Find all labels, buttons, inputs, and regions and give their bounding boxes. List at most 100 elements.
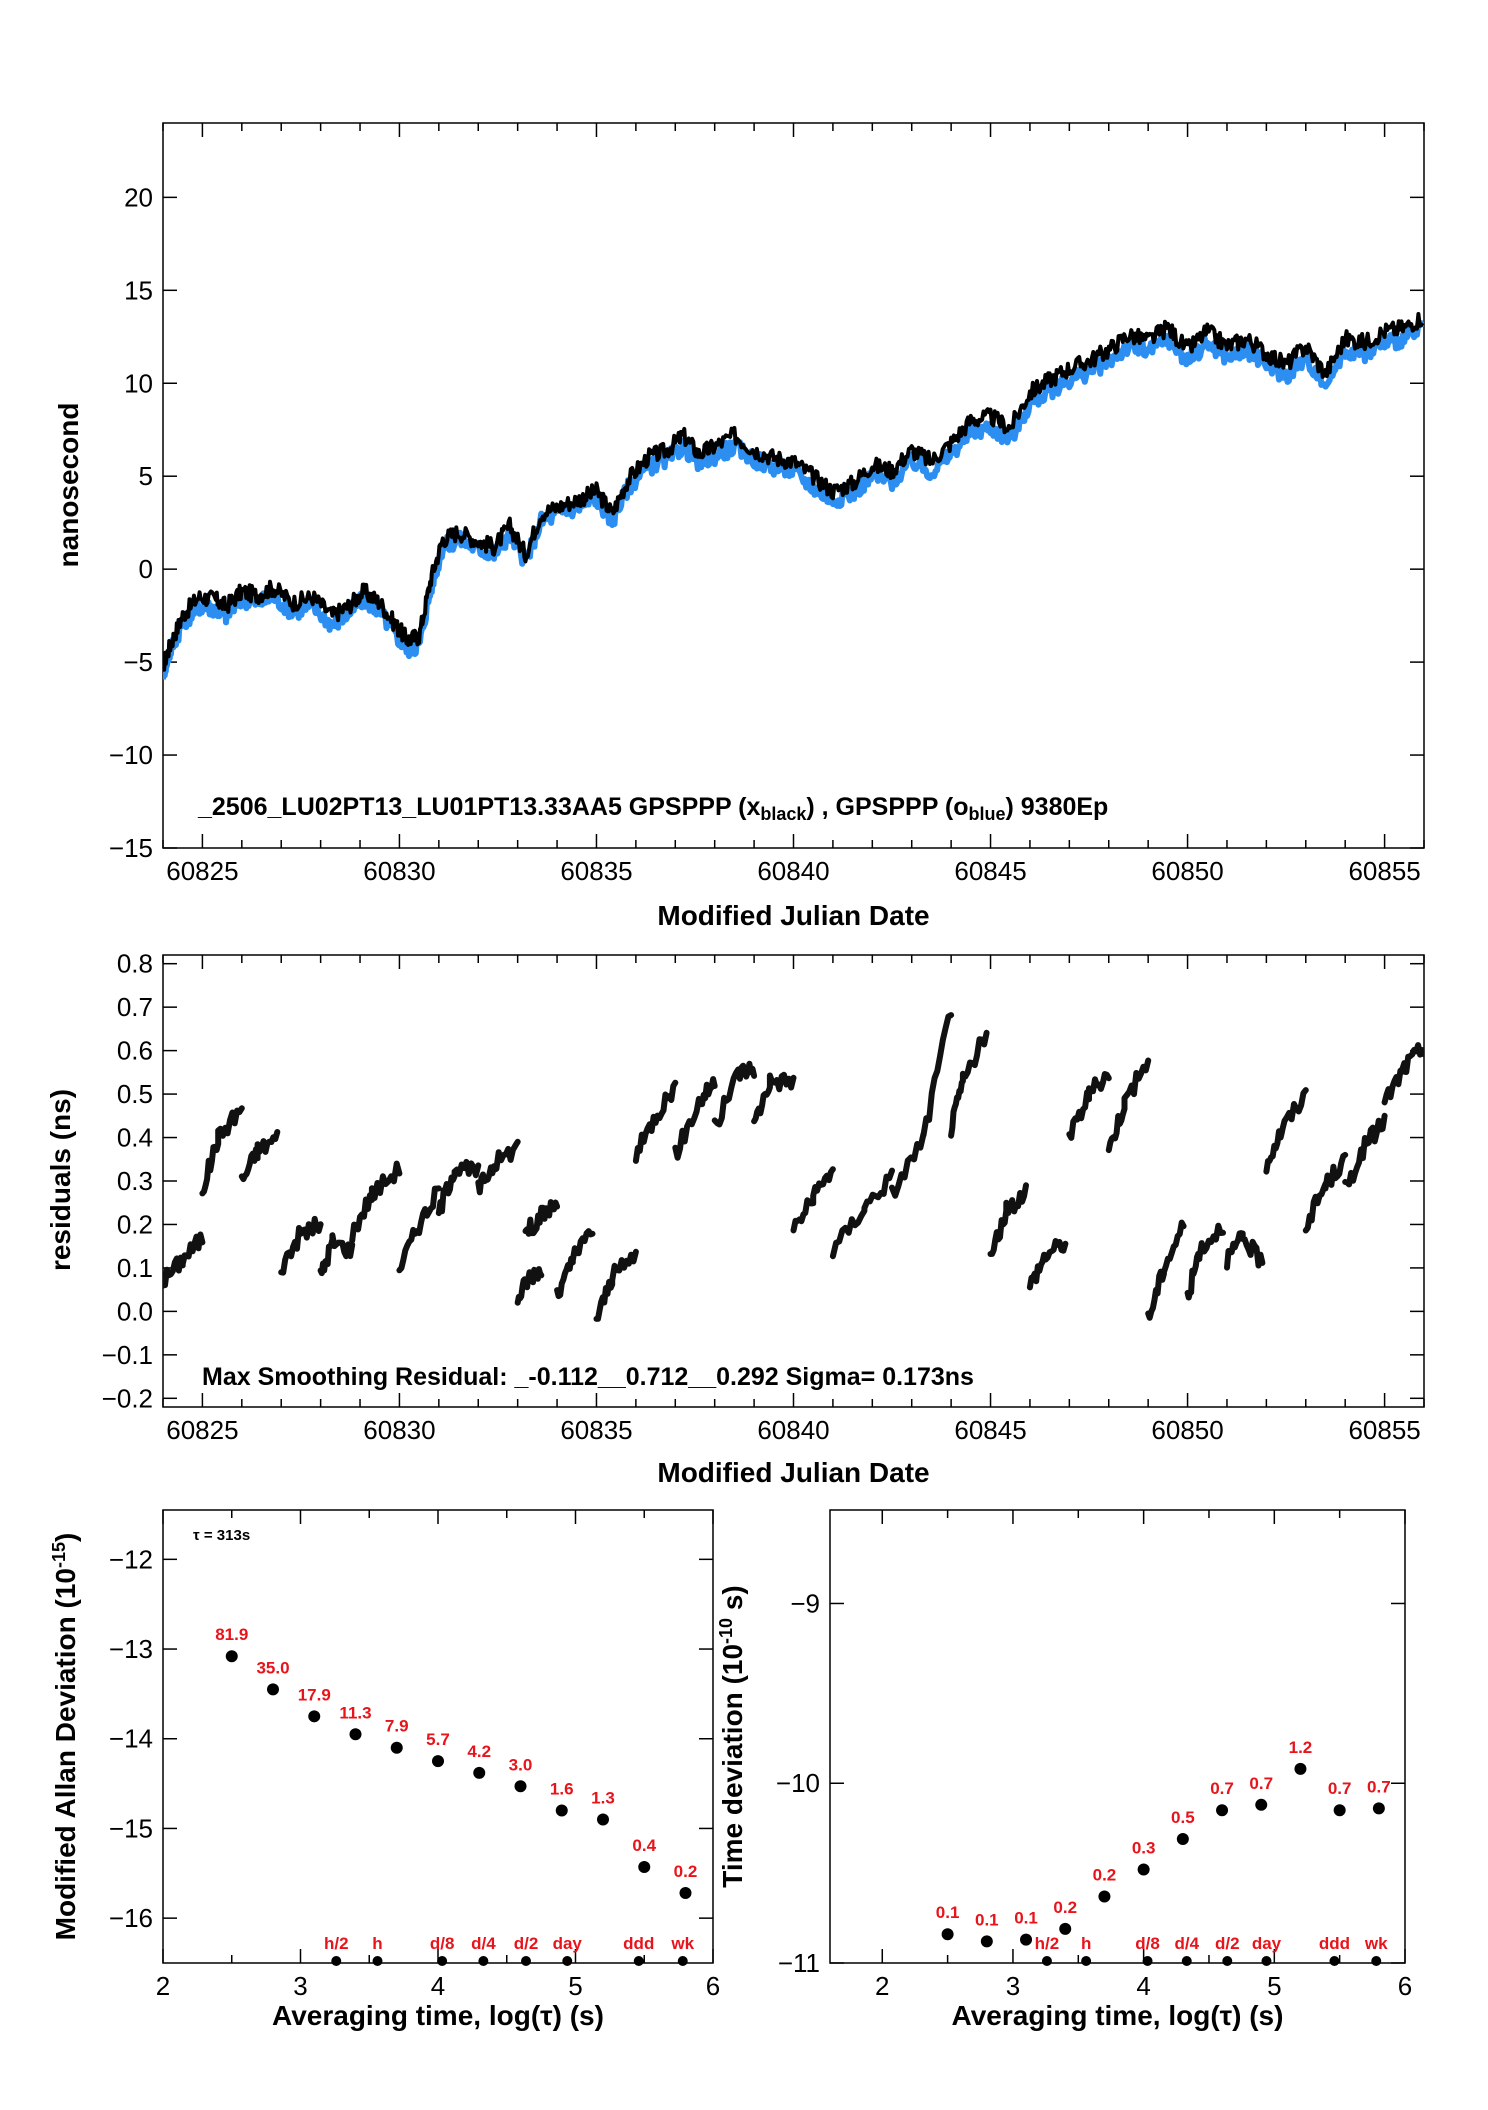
x-tick-label: 4: [1136, 1971, 1150, 2001]
x-axis-title: Modified Julian Date: [657, 1457, 929, 1488]
y-tick-label: 0.6: [117, 1036, 153, 1066]
residual-segment: [554, 1228, 596, 1300]
deviation-point: [390, 1741, 403, 1754]
residual-segment: [1302, 1151, 1349, 1234]
residual-segment: [1026, 1238, 1069, 1291]
interval-mark: [1041, 1956, 1052, 1966]
point-label: 0.1: [936, 1903, 960, 1922]
x-tick-label: 60825: [166, 856, 238, 886]
interval-label: d/8: [1135, 1934, 1160, 1953]
plot-frame: [162, 122, 1425, 849]
deviation-point: [432, 1755, 444, 1768]
residual-segment: [396, 1185, 442, 1274]
interval-label: h: [1081, 1934, 1091, 1953]
y-tick-label: −5: [123, 647, 153, 677]
residual-segment: [632, 1079, 679, 1164]
residuals-panel: 60825 60830 60835 60840 60845 60850 60855 −0.2 −…: [45, 949, 1425, 1488]
y-axis-title: nanosecond: [53, 403, 84, 568]
deviation-point: [1098, 1890, 1111, 1903]
y-tick-label: 15: [124, 275, 153, 305]
deviation-point: [1294, 1762, 1307, 1775]
deviation-point: [1176, 1832, 1189, 1845]
deviation-point: [225, 1650, 238, 1663]
interval-label: ddd: [623, 1934, 654, 1953]
y-axis-title: Modified Allan Deviation (10-15): [49, 1533, 81, 1941]
y-tick-label: 0.2: [117, 1209, 153, 1239]
x-tick-label: 60840: [757, 1415, 829, 1445]
y-tick-label: −12: [109, 1544, 153, 1574]
interval-mark: [677, 1956, 688, 1966]
point-label: 0.2: [1053, 1898, 1077, 1917]
interval-label: day: [1252, 1934, 1282, 1953]
interval-mark: [1261, 1956, 1272, 1966]
interval-label: d/2: [1215, 1934, 1240, 1953]
interval-mark: [1081, 1956, 1092, 1966]
interval-mark: [521, 1956, 531, 1966]
y-tick-label: −15: [109, 1813, 153, 1843]
x-tick-label: 60850: [1151, 856, 1223, 886]
point-label: 0.5: [1171, 1808, 1195, 1827]
blue-series-line: [163, 319, 1424, 680]
point-label: 0.7: [1367, 1777, 1391, 1796]
annotation-text: _2506_LU02PT13_LU01PT13.33AA5 GPSPPP (x: [197, 793, 760, 821]
deviation-point: [1137, 1863, 1150, 1876]
point-label: 4.2: [467, 1742, 491, 1761]
point-label: 0.2: [674, 1862, 698, 1881]
y-tick-label: −16: [109, 1903, 153, 1933]
x-tick-label: 3: [1006, 1971, 1020, 2001]
x-tick-label: 60840: [757, 856, 829, 886]
x-tick-label: 2: [156, 1971, 170, 2001]
deviation-point: [679, 1887, 692, 1900]
interval-mark: [1371, 1956, 1382, 1966]
point-label: 7.9: [385, 1717, 409, 1736]
residual-segment: [278, 1215, 324, 1276]
modified-allan-deviation-panel: 2 3 4 5 6 −16 −15 −14 −13 −12 Averaging time, log(…: [49, 1509, 720, 2031]
residual-segment: [1263, 1087, 1309, 1175]
residual-segment: [199, 1105, 245, 1197]
x-tick-label: 5: [1267, 1971, 1281, 2001]
interval-mark: [1181, 1956, 1192, 1966]
interval-label: day: [553, 1934, 583, 1953]
y-tick-label: −10: [776, 1768, 820, 1798]
x-tick-label: 3: [293, 1971, 307, 2001]
x-tick-label: 60830: [363, 1415, 435, 1445]
residual-segment: [349, 1160, 403, 1244]
interval-label: wk: [670, 1934, 694, 1953]
y-tick-label: 0.0: [117, 1296, 153, 1326]
interval-mark: [1142, 1956, 1153, 1966]
y-tick-label: 0.7: [117, 992, 153, 1022]
y-tick-label: 0.1: [117, 1253, 153, 1283]
point-label: 0.3: [1132, 1839, 1156, 1858]
point-label: 1.2: [1289, 1738, 1313, 1757]
y-tick-label: −10: [109, 740, 153, 770]
y-tick-label: 0: [139, 554, 153, 584]
residual-segment: [593, 1248, 639, 1322]
interval-mark: [562, 1956, 573, 1966]
y-axis-title-text: Modified Allan Deviation (10: [50, 1568, 81, 1940]
residual-segment: [1105, 1057, 1152, 1154]
y-axis-title: Time deviation (10-10 s): [716, 1585, 748, 1888]
deviation-point: [267, 1683, 279, 1696]
residual-segment: [889, 1012, 955, 1199]
x-tick-label: 60830: [363, 856, 435, 886]
interval-label: d/4: [471, 1934, 496, 1953]
y-tick-label: 5: [139, 461, 153, 491]
y-axis-title: residuals (ns): [45, 1089, 76, 1271]
deviation-point: [941, 1928, 954, 1941]
plot-frame: [829, 1509, 1406, 1964]
time-deviation-panel: 2 3 4 5 6 −11 −10 −9 Averaging time, log(τ) (s) T…: [716, 1509, 1412, 2031]
residual-segment: [1224, 1230, 1266, 1271]
y-axis-title-text: ): [50, 1533, 81, 1542]
interval-label: h: [372, 1934, 382, 1953]
deviation-point: [1333, 1804, 1346, 1817]
interval-label: wk: [1364, 1934, 1388, 1953]
x-tick-label: 60855: [1348, 1415, 1420, 1445]
residual-segment: [1066, 1071, 1112, 1141]
residual-segment: [317, 1232, 356, 1277]
x-tick-label: 60850: [1151, 1415, 1223, 1445]
y-axis-title-superscript: -15: [49, 1542, 69, 1568]
y-tick-label: 0.8: [117, 949, 153, 979]
deviation-point: [555, 1804, 568, 1817]
residual-segment: [1381, 1042, 1424, 1106]
y-tick-label: −11: [778, 1948, 820, 1978]
